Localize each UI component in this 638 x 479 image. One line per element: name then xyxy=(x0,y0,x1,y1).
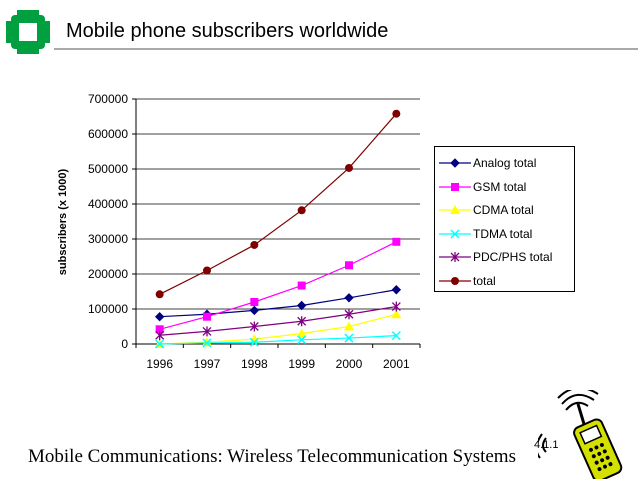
y-tick-label: 0 xyxy=(121,337,128,351)
data-point-gsm-total xyxy=(297,281,306,290)
data-point-legend-pdc-phs-total xyxy=(450,252,460,262)
series-analog-total xyxy=(154,285,402,322)
series-line-tdma-total xyxy=(159,335,397,345)
series-total xyxy=(155,109,401,299)
university-logo-icon xyxy=(6,10,50,54)
data-point-legend-total xyxy=(451,276,459,285)
data-point-tdma-total xyxy=(391,331,401,341)
y-tick-label: 300000 xyxy=(88,232,128,246)
chart-legend: Analog total GSM total CDMA total TDMA tota… xyxy=(434,146,575,292)
legend-label: PDC/PHS total xyxy=(473,250,553,264)
slide-title: Mobile phone subscribers worldwide xyxy=(66,20,389,42)
y-tick-label: 500000 xyxy=(88,162,128,176)
x-tick-label: 2001 xyxy=(383,357,410,371)
legend-item-gsm-total: GSM total xyxy=(435,176,576,198)
data-point-pdc-phs-total xyxy=(391,301,401,312)
data-point-legend-cdma-total xyxy=(450,205,460,214)
data-point-gsm-total xyxy=(392,237,401,246)
y-tick-label: 700000 xyxy=(88,92,128,106)
data-point-tdma-total xyxy=(202,338,212,348)
chart-axes: 0 100000 200000 300000 400000 500000 600000 700… xyxy=(88,92,421,371)
data-point-legend-gsm-total xyxy=(451,182,459,191)
data-point-tdma-total xyxy=(344,333,354,343)
y-axis-label: subscribers (x 1000) xyxy=(57,168,69,275)
page-number: 4.1.1 xyxy=(534,439,559,451)
data-point-total xyxy=(345,163,353,172)
x-tick-label: 1997 xyxy=(194,357,221,371)
data-point-analog-total xyxy=(154,311,165,322)
data-point-tdma-total xyxy=(297,335,307,345)
data-point-pdc-phs-total xyxy=(344,309,354,320)
data-point-gsm-total xyxy=(250,298,259,306)
y-tick-label: 400000 xyxy=(88,197,128,211)
footer-course-title: Mobile Communications: Wireless Telecomm… xyxy=(28,446,516,467)
x-tick-label: 1996 xyxy=(146,357,173,371)
series-line-analog-total xyxy=(159,289,397,318)
legend-swatch-analog-total xyxy=(439,158,471,168)
legend-label: GSM total xyxy=(473,179,527,194)
series-line-gsm-total xyxy=(159,241,397,330)
legend-label: TDMA total xyxy=(473,226,533,241)
legend-item-cdma-total: CDMA total xyxy=(435,199,576,221)
chart-gridlines xyxy=(136,98,420,310)
data-point-pdc-phs-total xyxy=(249,321,259,332)
data-point-total xyxy=(297,206,306,215)
data-point-pdc-phs-total xyxy=(297,316,307,327)
legend-item-tdma-total: TDMA total xyxy=(435,223,576,245)
data-point-analog-total xyxy=(249,305,260,316)
x-tick-label: 1999 xyxy=(288,357,315,371)
legend-swatch-pdc-phs-total xyxy=(439,252,471,262)
data-point-total xyxy=(203,266,211,275)
title-divider xyxy=(54,48,638,50)
data-point-pdc-phs-total xyxy=(155,330,165,341)
data-point-total xyxy=(392,109,401,118)
series-gsm-total xyxy=(155,237,401,334)
legend-item-total: total xyxy=(435,270,576,292)
legend-label: total xyxy=(473,273,496,288)
data-point-gsm-total xyxy=(345,261,353,270)
data-point-analog-total xyxy=(391,285,402,295)
x-tick-label: 2000 xyxy=(336,357,363,371)
x-tick-label: 1998 xyxy=(241,357,268,371)
series-line-pdc-phs-total xyxy=(159,305,397,336)
legend-item-pdc-phs-total: PDC/PHS total xyxy=(435,246,576,268)
data-point-analog-total xyxy=(344,293,354,303)
data-point-analog-total xyxy=(296,300,307,311)
data-point-total xyxy=(155,290,164,299)
series-pdc-phs-total xyxy=(155,301,401,341)
legend-swatch-tdma-total xyxy=(439,228,471,239)
data-point-cdma-total xyxy=(202,337,212,347)
data-point-total xyxy=(250,240,259,249)
data-point-tdma-total xyxy=(155,339,165,349)
legend-swatch-total xyxy=(439,276,471,285)
data-point-pdc-phs-total xyxy=(202,326,212,337)
y-tick-label: 100000 xyxy=(88,302,128,316)
series-line-cdma-total xyxy=(159,313,397,345)
data-point-tdma-total xyxy=(249,337,259,347)
y-tick-label: 200000 xyxy=(88,267,128,281)
legend-swatch-gsm-total xyxy=(439,182,471,191)
series-line-total xyxy=(159,113,397,295)
data-point-gsm-total xyxy=(155,325,164,334)
data-point-gsm-total xyxy=(203,312,211,321)
legend-swatch-cdma-total xyxy=(439,205,471,214)
data-point-cdma-total xyxy=(296,328,307,338)
y-tick-label: 600000 xyxy=(88,127,128,141)
data-point-legend-analog-total xyxy=(450,158,460,168)
data-point-cdma-total xyxy=(344,321,354,331)
data-point-cdma-total xyxy=(391,309,402,319)
data-point-cdma-total xyxy=(249,334,260,344)
legend-label: CDMA total xyxy=(473,203,534,217)
legend-label: Analog total xyxy=(473,156,537,170)
legend-item-analog-total: Analog total xyxy=(435,152,576,174)
series-tdma-total xyxy=(155,331,401,349)
mobile-phone-clipart-icon xyxy=(538,390,623,479)
chart-series xyxy=(154,109,402,349)
data-point-legend-tdma-total xyxy=(450,228,460,239)
